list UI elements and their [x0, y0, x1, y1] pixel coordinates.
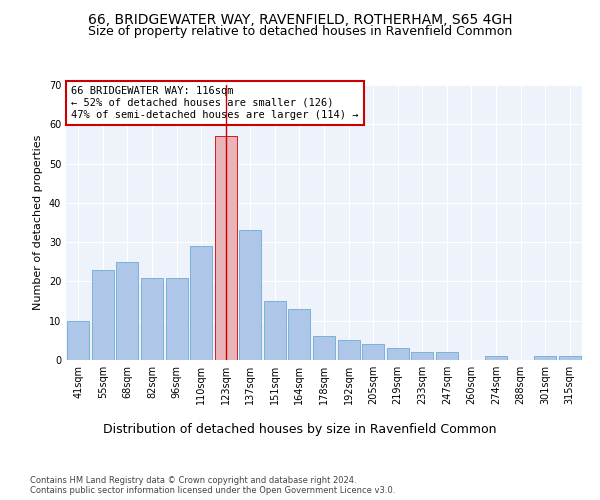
Bar: [386, 348, 409, 360]
Bar: [239, 230, 262, 360]
Bar: [362, 344, 384, 360]
Bar: [215, 136, 237, 360]
Bar: [141, 278, 163, 360]
Bar: [166, 278, 188, 360]
Bar: [92, 270, 114, 360]
Bar: [264, 301, 286, 360]
Bar: [116, 262, 139, 360]
Text: 66, BRIDGEWATER WAY, RAVENFIELD, ROTHERHAM, S65 4GH: 66, BRIDGEWATER WAY, RAVENFIELD, ROTHERH…: [88, 12, 512, 26]
Bar: [436, 352, 458, 360]
Bar: [411, 352, 433, 360]
Bar: [313, 336, 335, 360]
Text: 66 BRIDGEWATER WAY: 116sqm
← 52% of detached houses are smaller (126)
47% of sem: 66 BRIDGEWATER WAY: 116sqm ← 52% of deta…: [71, 86, 359, 120]
Bar: [534, 356, 556, 360]
Bar: [289, 309, 310, 360]
Y-axis label: Number of detached properties: Number of detached properties: [33, 135, 43, 310]
Text: Distribution of detached houses by size in Ravenfield Common: Distribution of detached houses by size …: [103, 422, 497, 436]
Bar: [559, 356, 581, 360]
Bar: [190, 246, 212, 360]
Bar: [485, 356, 507, 360]
Bar: [338, 340, 359, 360]
Text: Contains HM Land Registry data © Crown copyright and database right 2024.
Contai: Contains HM Land Registry data © Crown c…: [30, 476, 395, 495]
Text: Size of property relative to detached houses in Ravenfield Common: Size of property relative to detached ho…: [88, 25, 512, 38]
Bar: [67, 320, 89, 360]
